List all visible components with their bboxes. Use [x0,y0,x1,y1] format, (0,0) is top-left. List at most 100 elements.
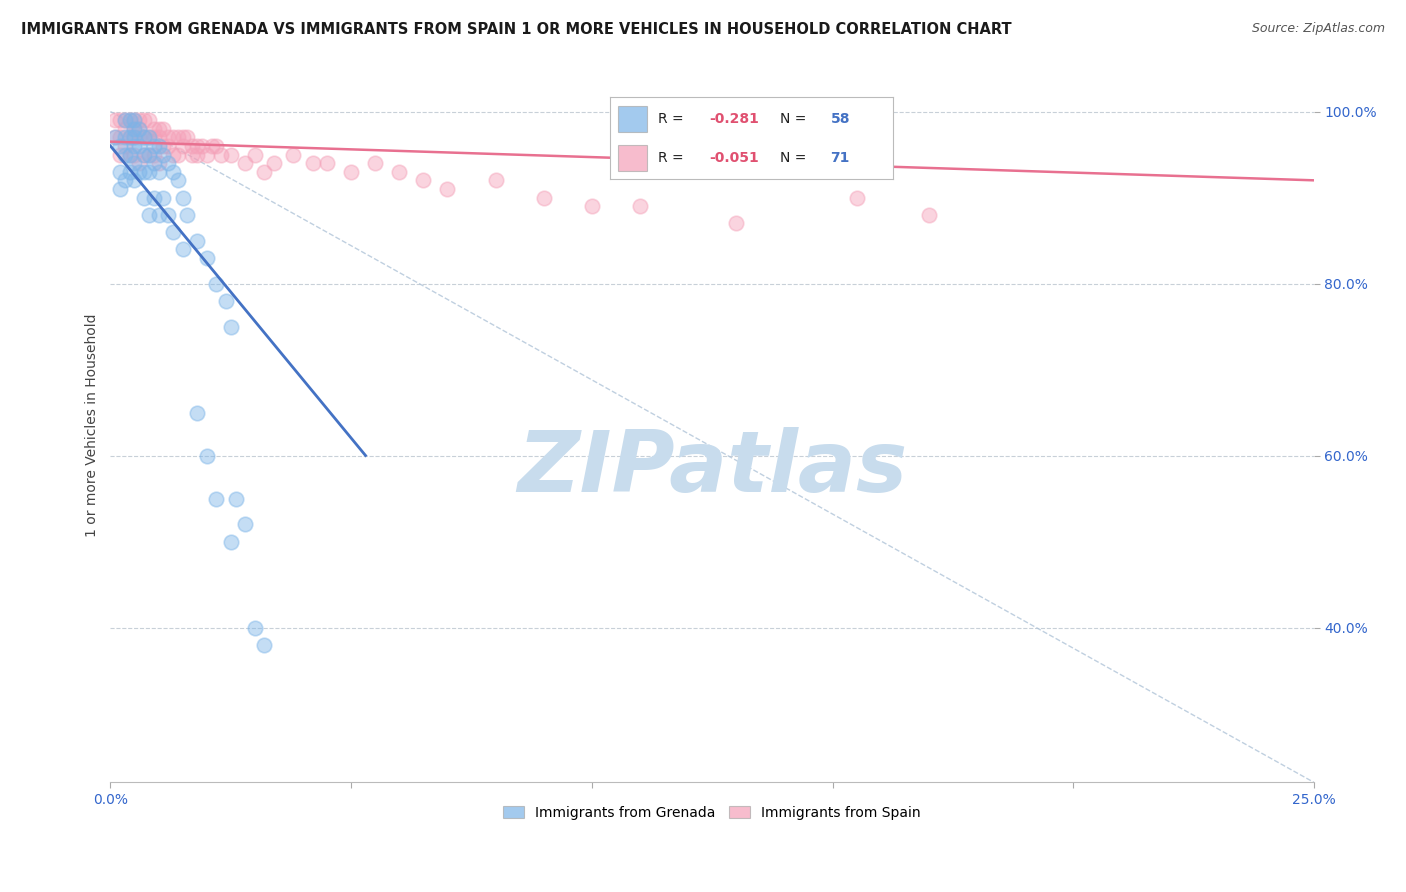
Point [152,190,174,204]
Point [128,113,150,128]
Point [233,156,256,170]
Point [108,147,131,161]
Point [205,139,228,153]
Point [114,130,136,145]
Point [725,216,748,230]
Point [142,156,165,170]
Point [225,491,247,506]
Point [124,130,146,145]
Point [918,208,941,222]
Point [412,173,434,187]
Point [118,113,141,128]
Point [124,113,146,128]
Point [243,621,266,635]
Point [128,156,150,170]
Point [172,242,194,256]
Point [316,156,339,170]
Point [581,199,603,213]
Point [195,251,218,265]
Point [124,173,146,187]
Point [148,165,170,179]
Point [172,190,194,204]
Point [124,156,146,170]
Point [132,130,155,145]
Point [172,130,194,145]
Point [172,139,194,153]
Point [142,147,165,161]
Point [186,147,208,161]
Point [186,405,208,419]
Point [138,147,160,161]
Point [142,190,165,204]
Point [124,121,146,136]
Point [124,121,146,136]
Point [118,113,141,128]
Point [219,147,242,161]
Point [200,139,222,153]
Point [124,113,146,128]
Point [132,130,155,145]
Point [138,147,160,161]
Point [148,121,170,136]
Point [533,190,555,204]
Point [104,130,127,145]
Point [114,173,136,187]
Point [114,147,136,161]
Legend: Immigrants from Grenada, Immigrants from Spain: Immigrants from Grenada, Immigrants from… [498,800,927,825]
Point [243,147,266,161]
Point [132,165,155,179]
Point [484,173,506,187]
Point [104,113,127,128]
Point [132,113,155,128]
Point [148,139,170,153]
Point [364,156,387,170]
Point [148,156,170,170]
Point [186,234,208,248]
Point [253,165,276,179]
Point [195,147,218,161]
Point [162,225,184,239]
Y-axis label: 1 or more Vehicles in Household: 1 or more Vehicles in Household [86,314,100,537]
Point [114,113,136,128]
Point [181,139,204,153]
Point [148,208,170,222]
Point [205,491,228,506]
Point [181,147,204,161]
Point [138,130,160,145]
Point [195,449,218,463]
Point [283,147,305,161]
Point [166,173,188,187]
Point [108,130,131,145]
Point [157,208,180,222]
Text: ZIPatlas: ZIPatlas [517,426,907,509]
Point [205,277,228,291]
Point [108,182,131,196]
Point [108,113,131,128]
Point [118,147,141,161]
Point [132,147,155,161]
Point [118,147,141,161]
Point [388,165,411,179]
Point [157,139,180,153]
Point [138,208,160,222]
Point [118,165,141,179]
Point [148,130,170,145]
Point [233,517,256,532]
Point [132,190,155,204]
Point [340,165,363,179]
Point [162,165,184,179]
Point [436,182,458,196]
Point [152,121,174,136]
Point [162,130,184,145]
Point [166,130,188,145]
Point [114,139,136,153]
Point [845,190,868,204]
Point [104,130,127,145]
Point [166,147,188,161]
Point [128,130,150,145]
Point [128,121,150,136]
Point [186,139,208,153]
Point [219,319,242,334]
Point [128,139,150,153]
Text: Source: ZipAtlas.com: Source: ZipAtlas.com [1251,22,1385,36]
